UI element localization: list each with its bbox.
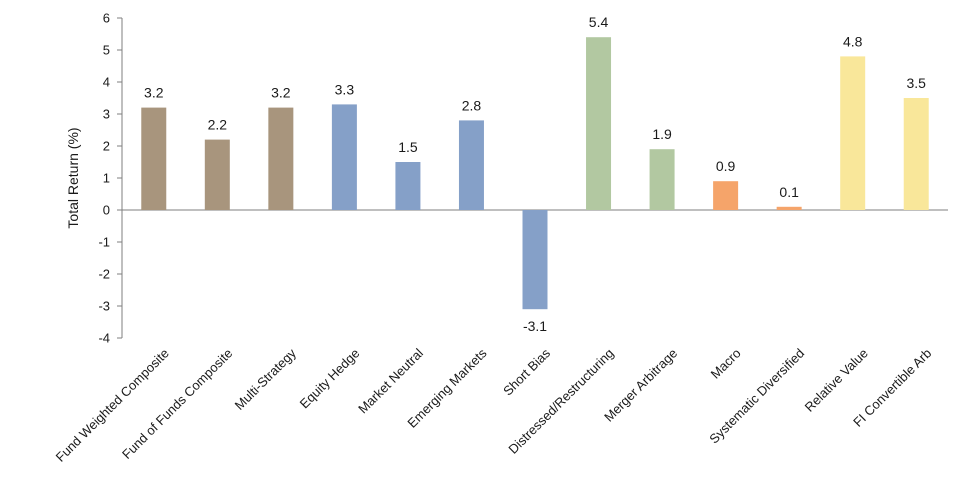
- data-label: 2.2: [208, 117, 228, 133]
- y-tick-label: -2: [98, 267, 110, 282]
- bar: [586, 37, 612, 211]
- bar: [141, 107, 167, 210]
- x-tick-label: Short Bias: [500, 345, 553, 398]
- bar: [331, 104, 357, 210]
- y-tick-label: 6: [103, 11, 110, 26]
- data-label: 3.3: [335, 81, 355, 97]
- y-tick-label: 5: [103, 43, 110, 58]
- bar: [649, 149, 675, 210]
- bars: [141, 37, 929, 310]
- bar: [204, 139, 230, 210]
- x-tick-label: Equity Hedge: [297, 346, 363, 412]
- data-labels: 3.2 2.2 3.2 3.3 1.5 2.8 -3.1 5.4 1.9 0.9 0.1 4.8 3.5: [144, 14, 926, 334]
- y-tick-label: 1: [103, 171, 110, 186]
- bar: [395, 162, 421, 210]
- y-tick-label: -4: [98, 331, 110, 346]
- data-label: 3.2: [144, 85, 164, 101]
- data-label: 3.5: [906, 75, 926, 91]
- y-axis-label: Total Return (%): [65, 127, 81, 228]
- bar: [903, 98, 929, 210]
- data-label: 5.4: [589, 14, 609, 30]
- x-tick-label: Distressed/Restructuring: [505, 346, 616, 457]
- y-tick-label: 3: [103, 107, 110, 122]
- x-tick-label: Fund Weighted Composite: [53, 346, 172, 465]
- bar: [458, 120, 484, 210]
- data-label: 1.9: [652, 126, 672, 142]
- data-label: 4.8: [843, 33, 863, 49]
- data-label: 2.8: [462, 97, 482, 113]
- bar: [713, 181, 739, 210]
- data-label: 3.2: [271, 85, 291, 101]
- y-tick-label: 2: [103, 139, 110, 154]
- bar: [522, 210, 548, 310]
- y-tick-label: -1: [98, 235, 110, 250]
- data-label: -3.1: [523, 318, 547, 334]
- x-tick-label: Relative Value: [802, 346, 871, 415]
- x-tick-label: Multi-Strategy: [232, 345, 300, 413]
- y-tick-label: 4: [103, 75, 110, 90]
- x-tick-label: Fund of Funds Composite: [119, 346, 235, 462]
- y-tick-label: -3: [98, 299, 110, 314]
- data-label: 0.1: [779, 184, 799, 200]
- x-tick-label: Macro: [708, 346, 744, 382]
- bar: [840, 56, 866, 211]
- x-tick-label: Market Neutral: [355, 345, 426, 416]
- data-label: 1.5: [398, 139, 418, 155]
- data-label: 0.9: [716, 158, 736, 174]
- bar: [268, 107, 294, 210]
- y-tick-label: 0: [103, 203, 110, 218]
- bar: [776, 206, 802, 210]
